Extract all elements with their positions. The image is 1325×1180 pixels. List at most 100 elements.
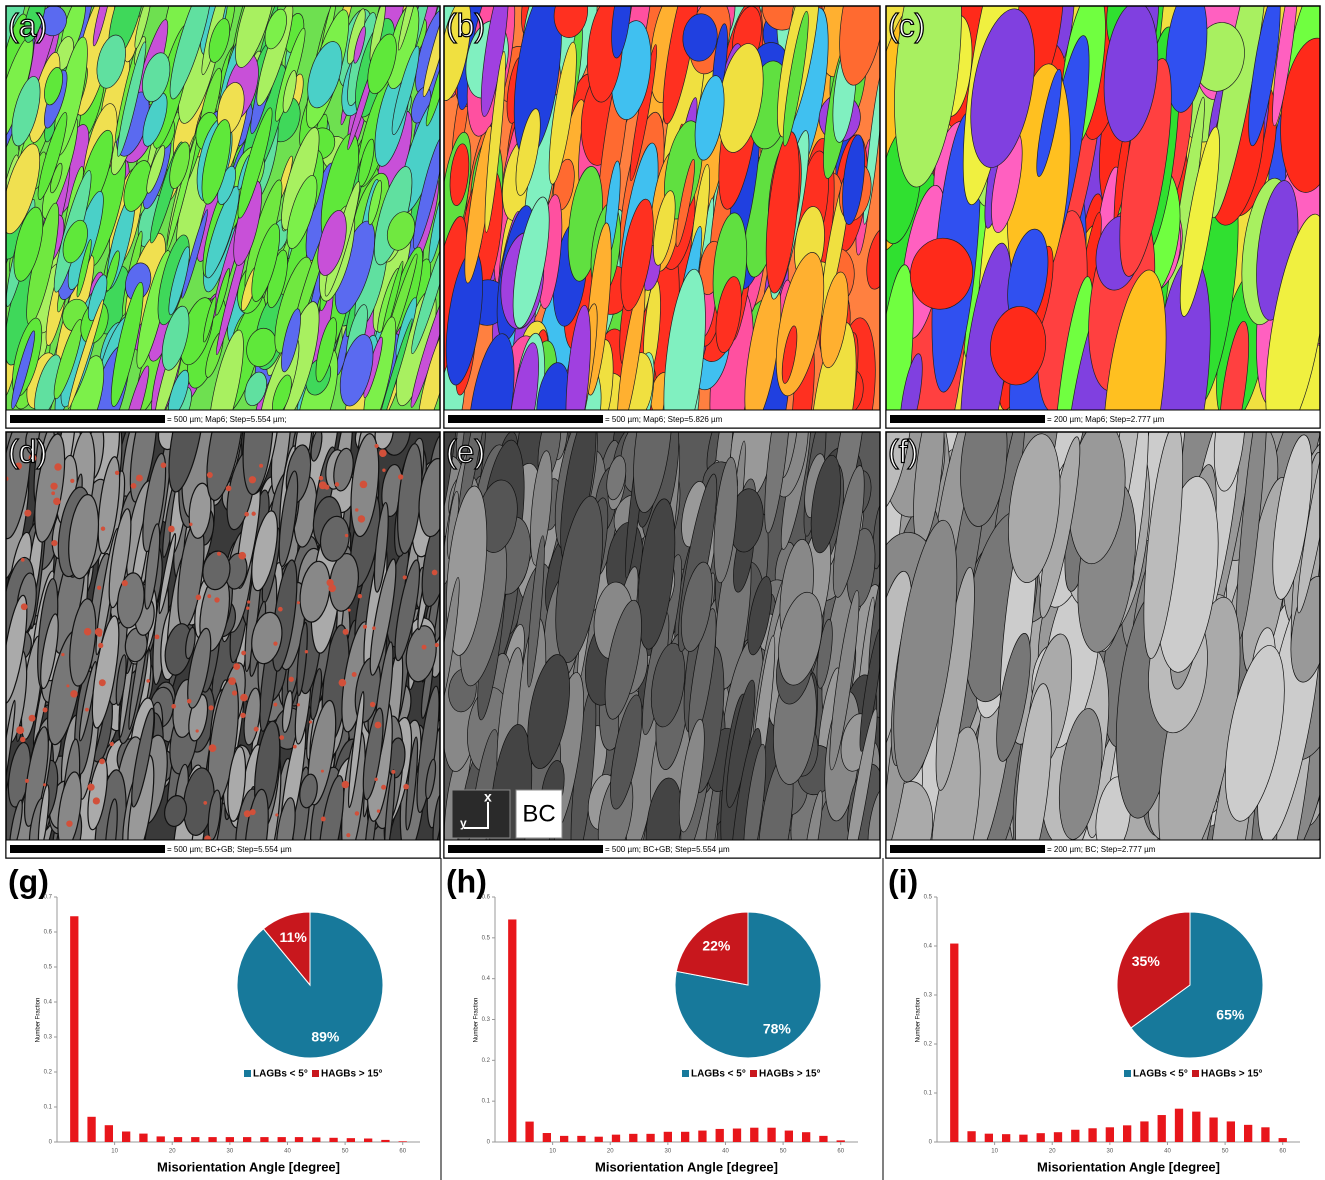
red-grain	[66, 684, 70, 688]
x-tick-label: 50	[342, 1149, 349, 1155]
red-grain	[293, 744, 297, 749]
grain	[530, 450, 553, 566]
red-grain	[207, 594, 212, 599]
bar	[277, 1137, 286, 1142]
red-grain	[318, 475, 324, 481]
red-grain	[146, 679, 151, 683]
x-tick-label: 10	[549, 1149, 556, 1155]
bar	[1157, 1115, 1166, 1142]
grain	[405, 736, 419, 831]
grain	[203, 296, 217, 343]
grain	[6, 594, 28, 704]
x-tick-label: 40	[284, 1149, 291, 1155]
grain	[251, 611, 283, 665]
grain	[512, 196, 550, 329]
grain	[169, 141, 191, 190]
red-grain	[296, 703, 300, 707]
grain	[444, 6, 472, 101]
bar	[1174, 1108, 1184, 1142]
bar	[1192, 1111, 1201, 1142]
y-tick-label: 0	[929, 1140, 933, 1146]
bar	[950, 943, 959, 1142]
grain	[417, 323, 440, 410]
red-grain	[208, 705, 214, 711]
red-grain	[342, 628, 349, 635]
inset-x: x	[484, 789, 492, 805]
grain	[802, 790, 823, 840]
grain	[820, 271, 849, 369]
grain	[604, 599, 642, 720]
red-grain	[16, 726, 25, 735]
red-grain	[20, 557, 25, 562]
red-grain	[20, 736, 26, 743]
grain	[1213, 432, 1246, 492]
panel-label: (a)	[8, 7, 47, 43]
grain	[333, 447, 354, 492]
grain	[425, 758, 437, 800]
bar	[398, 1141, 407, 1142]
red-grain	[70, 478, 75, 484]
grain	[1119, 58, 1172, 277]
grain	[747, 576, 772, 656]
bar	[594, 1136, 603, 1142]
grain	[67, 299, 104, 409]
grain	[282, 70, 297, 114]
grain	[405, 625, 437, 683]
red-grain	[154, 634, 160, 640]
grain	[990, 306, 1047, 386]
grain	[117, 41, 147, 157]
red-grain	[51, 539, 58, 547]
grain	[555, 495, 603, 663]
red-grain	[203, 801, 208, 805]
red-grain	[341, 780, 350, 789]
red-grain	[160, 462, 167, 469]
grain	[87, 757, 108, 831]
red-grain	[217, 551, 222, 556]
red-grain	[402, 575, 407, 580]
legend-swatch	[750, 1070, 757, 1077]
bar	[559, 1135, 569, 1142]
bar	[801, 1132, 811, 1142]
bar	[1019, 1134, 1028, 1142]
inset-y: y	[460, 816, 467, 830]
grain	[251, 223, 280, 302]
red-grain	[92, 797, 100, 805]
grain	[960, 432, 1008, 527]
legend-swatch	[312, 1070, 319, 1077]
grain	[1008, 433, 1061, 583]
y-axis-label: Number Fraction	[916, 998, 922, 1043]
red-grain	[43, 783, 47, 787]
grain	[272, 374, 292, 410]
bar	[767, 1127, 776, 1142]
red-grain	[231, 690, 238, 696]
scale-strip	[5, 839, 441, 859]
y-tick-label: 0.2	[44, 1070, 53, 1076]
grain	[374, 432, 394, 450]
red-grain	[318, 481, 327, 490]
y-axis-label: Number Fraction	[474, 998, 480, 1043]
grain	[844, 708, 878, 840]
red-grain	[326, 579, 334, 587]
grain	[527, 654, 570, 770]
red-grain	[382, 468, 386, 472]
grain	[142, 92, 168, 147]
y-axis-label: Number Fraction	[36, 998, 42, 1043]
red-grain	[320, 816, 326, 822]
grain	[680, 561, 713, 652]
pie-slice	[236, 911, 384, 1059]
legend-label: LAGBs < 5°	[253, 1069, 308, 1080]
grain	[1058, 708, 1103, 840]
grain	[208, 18, 231, 63]
grain	[299, 560, 331, 623]
scale-text: = 500 µm; BC+GB; Step=5.554 µm	[605, 845, 730, 854]
grain	[1225, 645, 1285, 822]
grain	[373, 501, 389, 593]
x-tick-label: 30	[1107, 1149, 1114, 1155]
grain	[6, 143, 41, 235]
red-grain	[24, 509, 32, 517]
red-grain	[243, 810, 251, 818]
grain	[418, 458, 440, 538]
grain	[206, 432, 244, 501]
grain	[251, 510, 278, 592]
red-grain	[403, 783, 409, 790]
